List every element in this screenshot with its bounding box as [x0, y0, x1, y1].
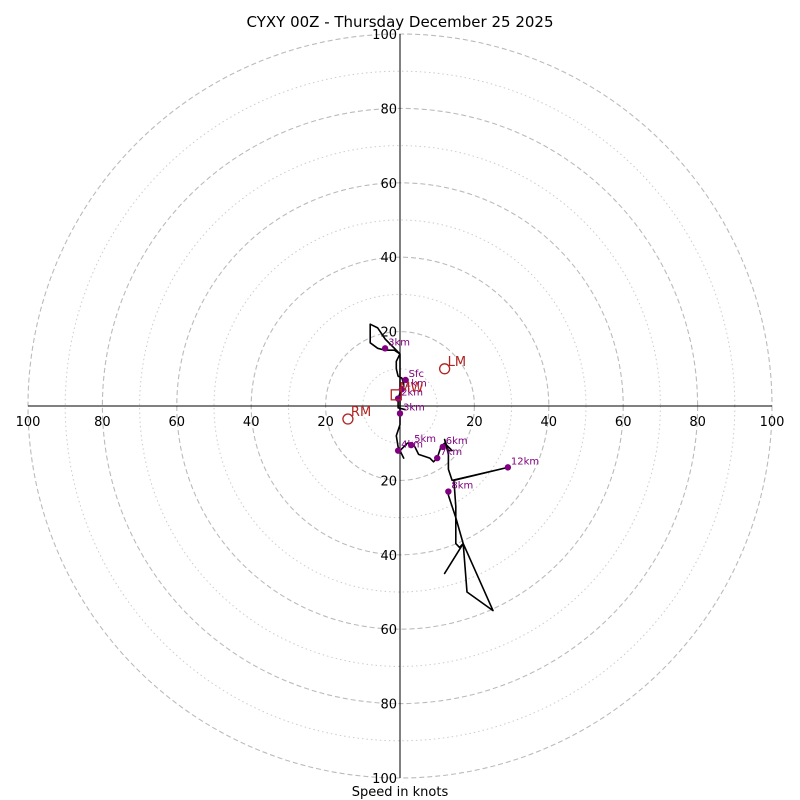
storm-motion-marker: [438, 363, 451, 375]
tick-label: 60: [380, 623, 397, 638]
tick-label: 100: [372, 772, 397, 787]
tick-label: 80: [380, 102, 397, 117]
storm-motion-label: RM: [351, 405, 371, 420]
x-axis-label: Speed in knots: [352, 785, 449, 800]
tick-label: 80: [94, 415, 111, 430]
tick-label: 20: [317, 415, 334, 430]
tick-label: 60: [169, 415, 186, 430]
height-point-label: 2km: [401, 388, 423, 399]
tick-label: 40: [243, 415, 260, 430]
height-point-marker: [407, 441, 415, 449]
height-point-label: 3km: [403, 402, 425, 413]
height-point-marker: [381, 345, 389, 352]
height-point-label: 5km: [414, 434, 436, 445]
tick-label: 40: [380, 549, 397, 564]
height-point-label: 1km: [405, 378, 427, 389]
tick-label: 60: [615, 415, 632, 430]
tick-label: 20: [380, 474, 397, 489]
height-point-label: 3km: [388, 337, 410, 348]
storm-motion-marker: [390, 389, 402, 401]
hodograph-trace: [369, 323, 509, 612]
height-point-marker: [396, 410, 404, 417]
height-point-marker: [439, 443, 446, 451]
height-point-marker: [445, 488, 452, 495]
height-point-label: 6km: [446, 436, 468, 447]
height-point-label: Sfc: [409, 369, 424, 380]
tick-label: 80: [689, 415, 706, 430]
tick-label: 100: [16, 415, 41, 430]
height-point-marker: [504, 464, 512, 471]
tick-label: 80: [380, 698, 397, 713]
storm-motion-label: MW: [399, 381, 423, 396]
tick-label: 20: [466, 415, 483, 430]
tick-label: 40: [541, 415, 558, 430]
height-point-marker: [402, 376, 409, 384]
storm-motion-marker: [342, 413, 354, 425]
tick-label: 100: [372, 28, 397, 43]
storm-motion-label: LM: [448, 355, 466, 370]
chart-title: CYXY 00Z - Thursday December 25 2025: [247, 13, 554, 31]
height-points: Sfc1km2km3km3km4km5km6km7km8km12km: [381, 337, 539, 495]
height-point-label: 8km: [451, 481, 473, 492]
storm-motion-markers: LM RM MW: [342, 355, 466, 425]
height-point-marker: [394, 447, 402, 454]
height-point-label: 7km: [440, 447, 462, 458]
tick-label: 40: [380, 251, 397, 266]
height-point-label: 12km: [511, 456, 539, 467]
tick-label: 60: [380, 177, 397, 192]
tick-label: 100: [760, 415, 785, 430]
height-point-marker: [434, 454, 441, 462]
